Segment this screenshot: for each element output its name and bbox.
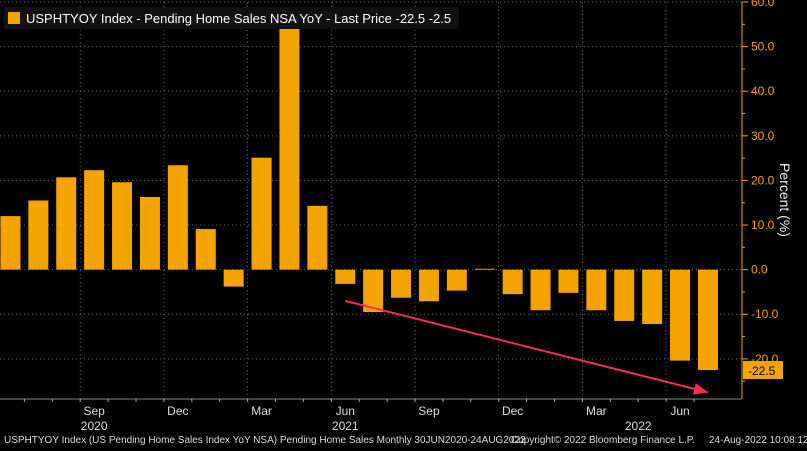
x-tick-label: Mar bbox=[586, 404, 607, 418]
bar bbox=[697, 269, 718, 371]
bar bbox=[558, 269, 579, 293]
legend-title: USPHTYOY Index - Pending Home Sales NSA … bbox=[26, 10, 452, 26]
bar bbox=[0, 216, 21, 270]
bar bbox=[502, 269, 523, 295]
x-tick-label: Sep bbox=[83, 404, 105, 418]
bar bbox=[139, 196, 160, 270]
footer-description: USPHTYOY Index (US Pending Home Sales In… bbox=[4, 435, 526, 446]
footer-timestamp: 24-Aug-2022 10:08:12 bbox=[709, 435, 807, 446]
trend-arrow-line bbox=[345, 299, 709, 394]
x-tick-label: Sep bbox=[418, 404, 440, 418]
x-tick-label: Mar bbox=[251, 404, 272, 418]
y-tick-label: 60.0 bbox=[751, 0, 775, 9]
bar bbox=[670, 269, 691, 361]
x-tick-label: Dec bbox=[502, 404, 523, 418]
bar bbox=[642, 269, 663, 325]
last-value-tag-label: -22.5 bbox=[748, 364, 776, 378]
bar bbox=[363, 269, 384, 313]
bar bbox=[335, 269, 356, 284]
bar bbox=[614, 269, 635, 321]
x-tick-label: Jun bbox=[670, 404, 689, 418]
bar bbox=[474, 268, 495, 270]
y-tick-label: 50.0 bbox=[751, 40, 775, 54]
bar bbox=[307, 205, 328, 270]
bar bbox=[56, 177, 77, 270]
trend-arrow-head bbox=[692, 383, 708, 395]
bar bbox=[112, 182, 133, 270]
footer-copyright: Copyright© 2022 Bloomberg Finance L.P. bbox=[511, 435, 695, 446]
x-year-label: 2021 bbox=[332, 419, 359, 433]
chart-legend: USPHTYOY Index - Pending Home Sales NSA … bbox=[4, 7, 460, 29]
y-tick-label: 10.0 bbox=[751, 218, 775, 232]
bar bbox=[391, 269, 412, 298]
bar bbox=[167, 165, 188, 270]
bar bbox=[586, 269, 607, 311]
x-tick-label: Dec bbox=[167, 404, 188, 418]
bar bbox=[446, 269, 467, 291]
y-axis-label: Percent (%) bbox=[777, 163, 793, 237]
bar bbox=[84, 170, 105, 270]
legend-swatch bbox=[8, 12, 20, 24]
bar bbox=[195, 229, 216, 270]
last-value-tag-bg bbox=[743, 361, 783, 380]
x-year-label: 2022 bbox=[625, 419, 652, 433]
y-tick-label: -10.0 bbox=[751, 307, 779, 321]
y-tick-label: 40.0 bbox=[751, 84, 775, 98]
bar bbox=[28, 200, 49, 270]
y-tick-label: 30.0 bbox=[751, 129, 775, 143]
bar bbox=[279, 28, 300, 270]
y-tick-label: 0.0 bbox=[751, 263, 768, 277]
bar bbox=[251, 157, 272, 270]
bar bbox=[223, 269, 244, 287]
x-year-label: 2020 bbox=[81, 419, 108, 433]
x-tick-label: Jun bbox=[336, 404, 355, 418]
y-tick-label: 20.0 bbox=[751, 173, 775, 187]
bar bbox=[530, 269, 551, 311]
bar bbox=[418, 269, 439, 302]
